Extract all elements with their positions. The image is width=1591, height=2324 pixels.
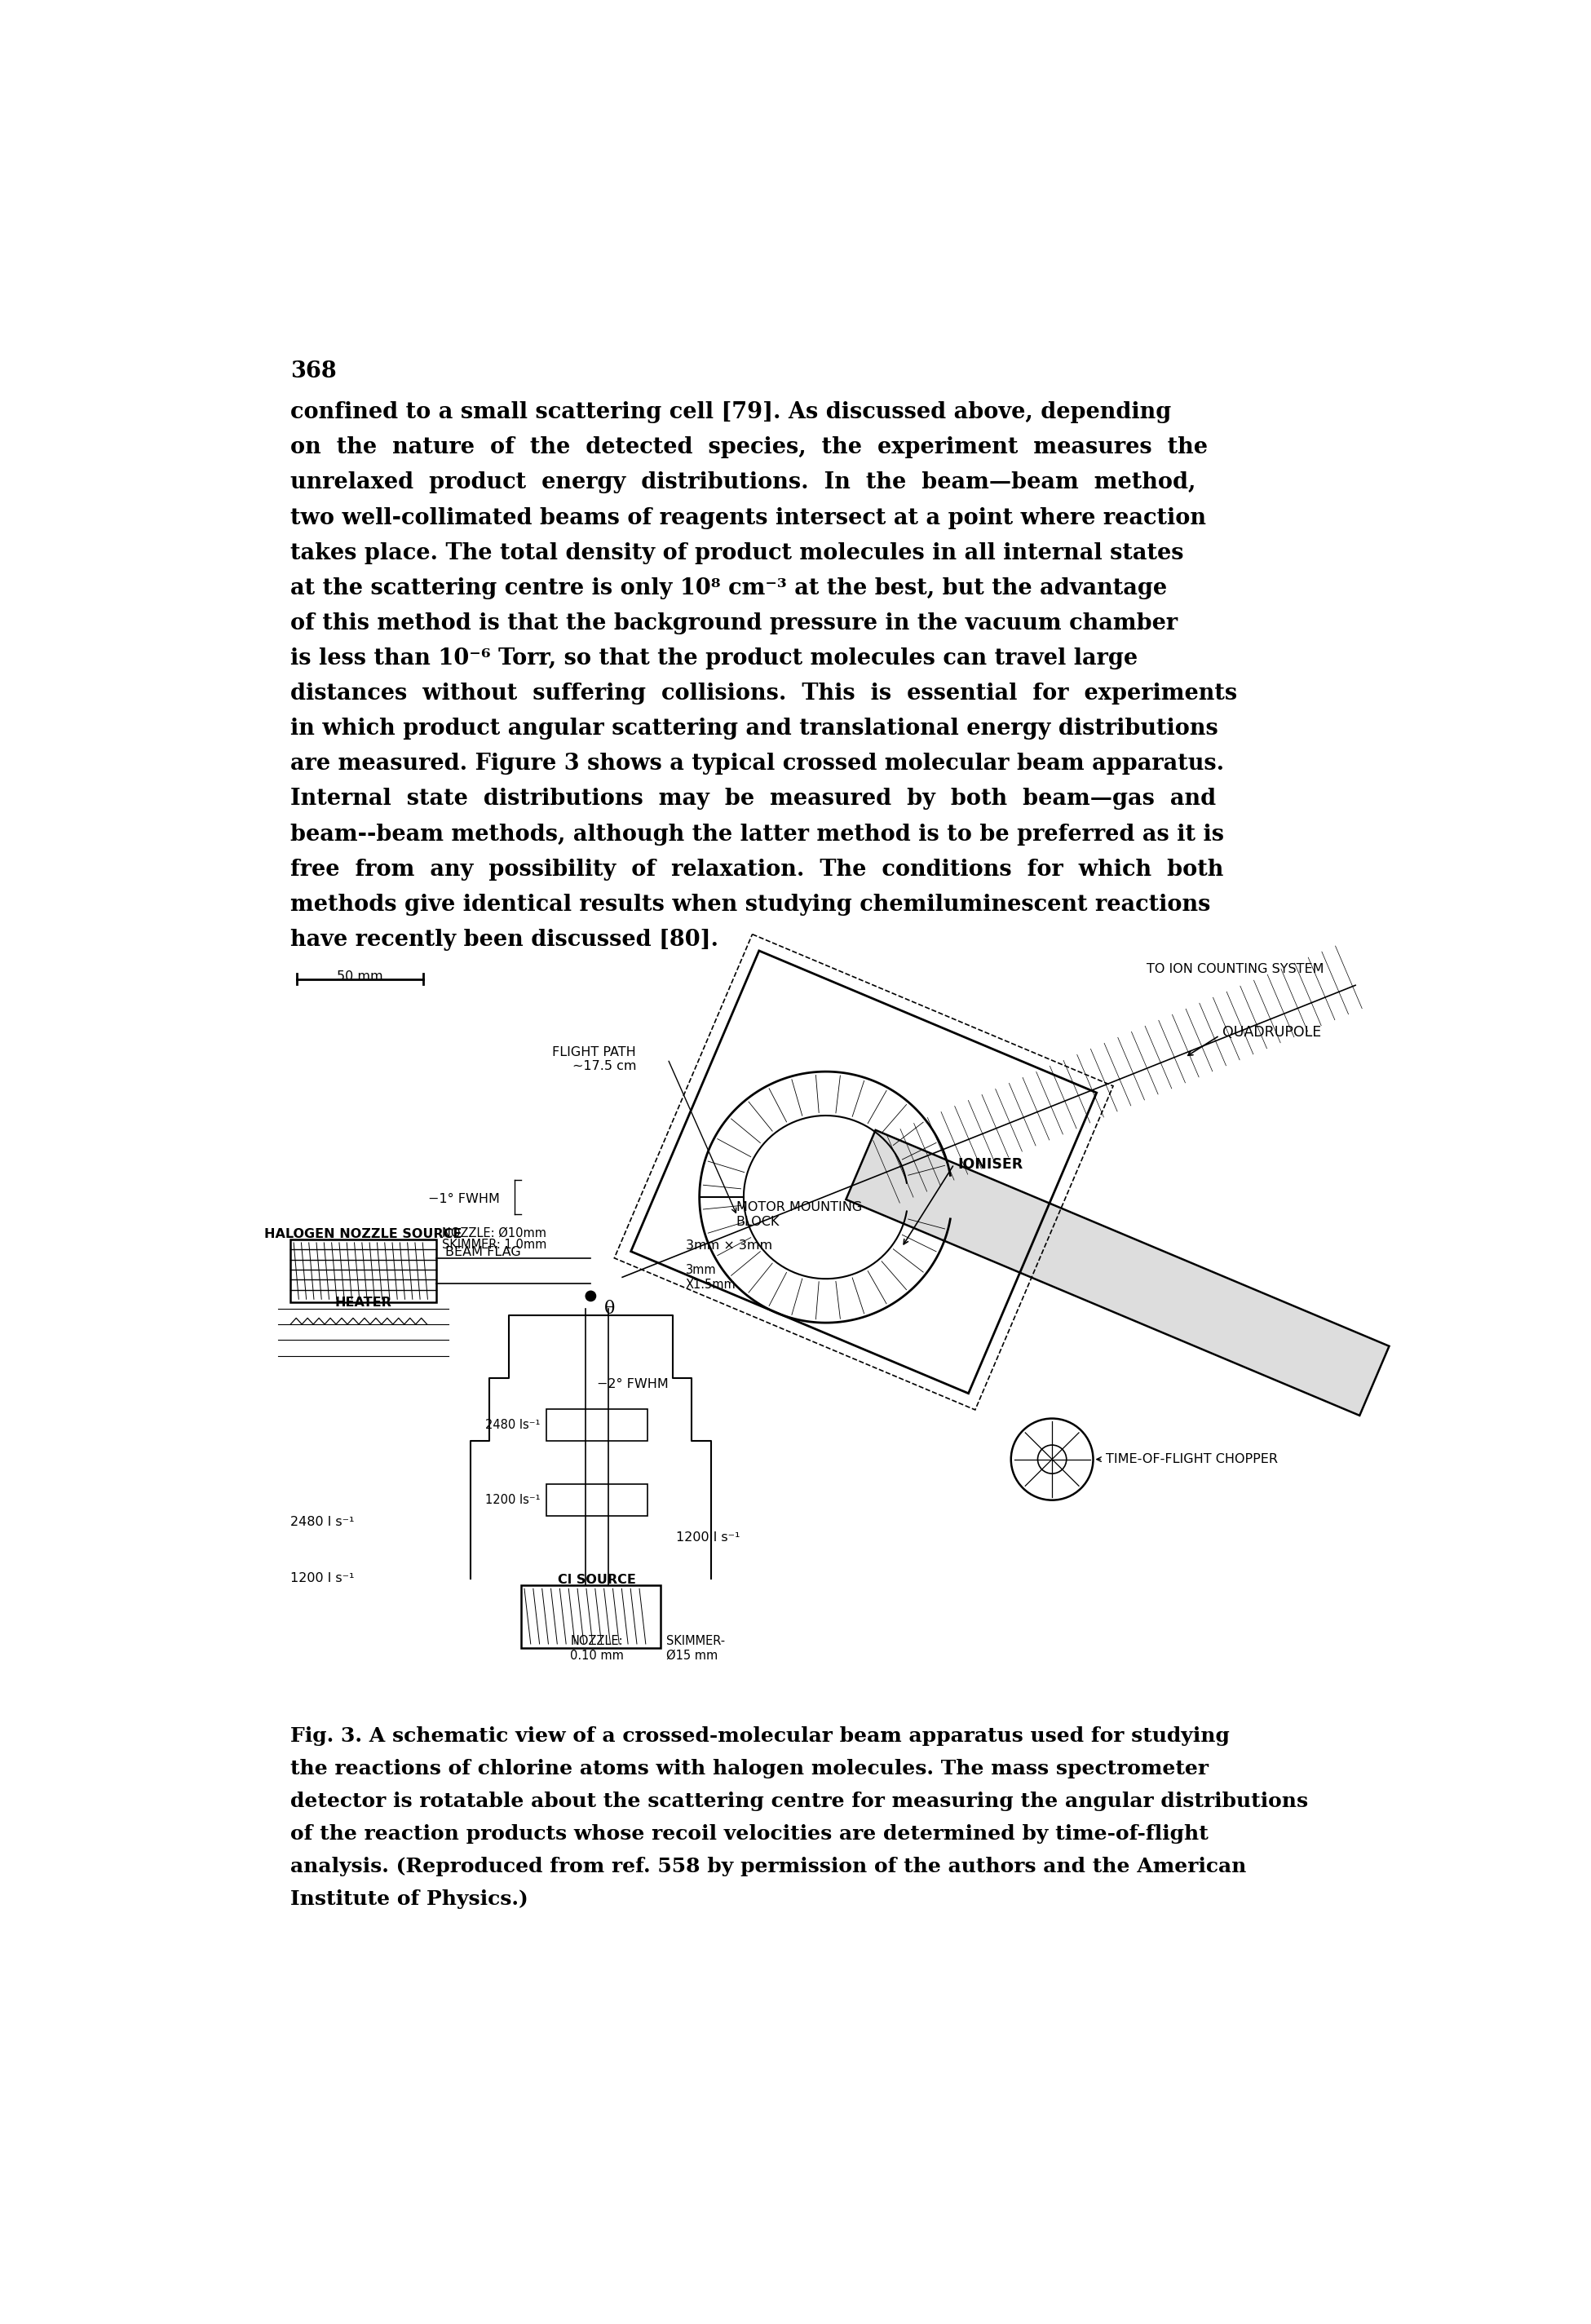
Text: HEATER: HEATER [334, 1297, 391, 1308]
Text: two well-collimated beams of reagents intersect at a point where reaction: two well-collimated beams of reagents in… [291, 507, 1206, 530]
Text: 1200 l s⁻¹: 1200 l s⁻¹ [676, 1532, 740, 1543]
Text: takes place. The total density of product molecules in all internal states: takes place. The total density of produc… [291, 541, 1184, 565]
Text: detector is rotatable about the scattering centre for measuring the angular dist: detector is rotatable about the scatteri… [291, 1792, 1308, 1810]
Text: Cl SOURCE: Cl SOURCE [558, 1573, 636, 1585]
Text: at the scattering centre is only 10⁸ cm⁻³ at the best, but the advantage: at the scattering centre is only 10⁸ cm⁻… [291, 576, 1168, 600]
Text: 1200 l s⁻¹: 1200 l s⁻¹ [291, 1573, 355, 1585]
Text: Internal  state  distributions  may  be  measured  by  both  beam—gas  and: Internal state distributions may be meas… [291, 788, 1216, 811]
Text: free  from  any  possibility  of  relaxation.  The  conditions  for  which  both: free from any possibility of relaxation.… [291, 858, 1223, 881]
Text: BEAM FLAG: BEAM FLAG [445, 1246, 522, 1257]
Text: QUADRUPOLE: QUADRUPOLE [1223, 1025, 1322, 1039]
Text: 3mm × 3mm: 3mm × 3mm [686, 1239, 772, 1253]
Polygon shape [846, 1129, 1389, 1415]
Text: IONISER: IONISER [958, 1157, 1023, 1171]
Text: SKIMMER-
Ø15 mm: SKIMMER- Ø15 mm [667, 1636, 725, 1662]
Text: 50 mm: 50 mm [337, 969, 383, 983]
Text: MOTOR MOUNTING
BLOCK: MOTOR MOUNTING BLOCK [737, 1202, 862, 1227]
Text: are measured. Figure 3 shows a typical crossed molecular beam apparatus.: are measured. Figure 3 shows a typical c… [291, 753, 1225, 774]
Polygon shape [546, 1408, 648, 1441]
Text: distances  without  suffering  collisions.  This  is  essential  for  experiment: distances without suffering collisions. … [291, 683, 1238, 704]
Text: unrelaxed  product  energy  distributions.  In  the  beam—beam  method,: unrelaxed product energy distributions. … [291, 472, 1196, 493]
Polygon shape [546, 1485, 648, 1515]
Text: 3mm
X1.5mm: 3mm X1.5mm [686, 1264, 737, 1290]
Text: SKIMMER: 1.0mm: SKIMMER: 1.0mm [442, 1239, 547, 1250]
Text: analysis. (Reproduced from ref. 558 by permission of the authors and the America: analysis. (Reproduced from ref. 558 by p… [291, 1857, 1247, 1875]
Text: TO ION COUNTING SYSTEM: TO ION COUNTING SYSTEM [1147, 962, 1324, 976]
Text: beam--beam methods, although the latter method is to be preferred as it is: beam--beam methods, although the latter … [291, 823, 1223, 846]
Text: −2° FWHM: −2° FWHM [597, 1378, 668, 1390]
Text: of the reaction products whose recoil velocities are determined by time-of-fligh: of the reaction products whose recoil ve… [291, 1824, 1209, 1843]
Text: methods give identical results when studying chemiluminescent reactions: methods give identical results when stud… [291, 895, 1211, 916]
Text: 1200 ls⁻¹: 1200 ls⁻¹ [485, 1494, 541, 1506]
Text: have recently been discussed [80].: have recently been discussed [80]. [291, 930, 719, 951]
Text: Fig. 3. A schematic view of a crossed-molecular beam apparatus used for studying: Fig. 3. A schematic view of a crossed-mo… [291, 1727, 1230, 1745]
Text: 2480 ls⁻¹: 2480 ls⁻¹ [485, 1418, 541, 1432]
Text: of this method is that the background pressure in the vacuum chamber: of this method is that the background pr… [291, 611, 1177, 634]
Text: TIME-OF-FLIGHT CHOPPER: TIME-OF-FLIGHT CHOPPER [1106, 1452, 1278, 1466]
Text: NOZZLE: Ø10mm: NOZZLE: Ø10mm [442, 1227, 547, 1239]
Text: in which product angular scattering and translational energy distributions: in which product angular scattering and … [291, 718, 1219, 739]
Text: confined to a small scattering cell [79]. As discussed above, depending: confined to a small scattering cell [79]… [291, 402, 1171, 423]
Text: HALOGEN NOZZLE SOURCE: HALOGEN NOZZLE SOURCE [264, 1229, 461, 1241]
Circle shape [585, 1292, 595, 1301]
Text: 2480 l s⁻¹: 2480 l s⁻¹ [291, 1515, 355, 1529]
Text: NOZZLE:
0.10 mm: NOZZLE: 0.10 mm [570, 1636, 624, 1662]
Text: on  the  nature  of  the  detected  species,  the  experiment  measures  the: on the nature of the detected species, t… [291, 437, 1208, 458]
Text: Institute of Physics.): Institute of Physics.) [291, 1889, 528, 1908]
Text: θ: θ [605, 1299, 616, 1318]
Text: is less than 10⁻⁶ Torr, so that the product molecules can travel large: is less than 10⁻⁶ Torr, so that the prod… [291, 648, 1138, 669]
Text: the reactions of chlorine atoms with halogen molecules. The mass spectrometer: the reactions of chlorine atoms with hal… [291, 1759, 1209, 1778]
Text: −1° FWHM: −1° FWHM [428, 1192, 500, 1204]
Text: FLIGHT PATH
∼17.5 cm: FLIGHT PATH ∼17.5 cm [552, 1046, 636, 1071]
Text: 368: 368 [291, 360, 337, 383]
